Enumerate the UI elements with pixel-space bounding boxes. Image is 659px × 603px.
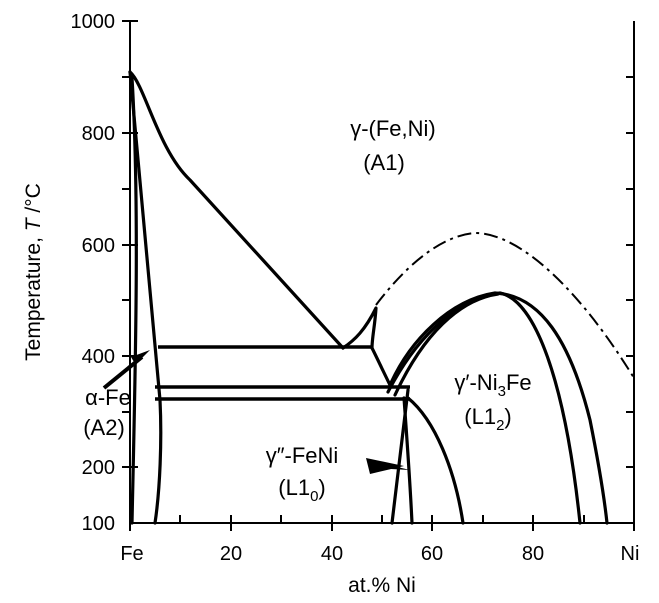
- y-axis-label: Temperature, T /°C: [22, 183, 45, 361]
- l12-label-prefix: γ′-Ni: [454, 370, 497, 395]
- gamma-label: γ-(Fe,Ni): [350, 116, 436, 141]
- y-tick-label: 600: [82, 235, 115, 257]
- gamma-structure-label: (A1): [363, 150, 405, 175]
- y-axis-label-suffix: /°C: [22, 183, 45, 218]
- l10-left-leg: [402, 396, 414, 525]
- l10-struct-sub: 0: [310, 488, 318, 505]
- l12-label-suffix: Fe: [506, 370, 532, 395]
- x-tick-label: 40: [321, 543, 343, 565]
- phase-boundaries: [128, 70, 609, 525]
- l10-arrow-head: [366, 458, 404, 474]
- x-tick-label: 20: [220, 543, 242, 565]
- y-tick-label: 400: [82, 346, 115, 368]
- alpha-gamma-boundary-inner: [130, 76, 138, 525]
- l12-dome-middle: [393, 292, 500, 397]
- alpha-arrow-shaft: [102, 355, 144, 390]
- gamma-l12-left-boundary: [370, 346, 392, 387]
- y-tick-label: 800: [82, 123, 115, 145]
- l12-left-leg: [390, 388, 410, 525]
- x-tick-label: Ni: [621, 543, 640, 565]
- l12-dome-inner: [386, 291, 582, 525]
- x-tick-label: 80: [522, 543, 544, 565]
- gamma-kink-boundary: [341, 306, 378, 350]
- l12-struct-prefix: (L1: [464, 404, 496, 429]
- magnetic-transition-curve: [375, 231, 635, 379]
- y-tick-labels: 1000 800 600 400 200 100: [71, 11, 116, 535]
- x-ticks: [129, 515, 635, 531]
- l10-struct-suffix: ): [318, 475, 325, 500]
- alpha-solvus-left: [128, 70, 163, 525]
- l12-dome-outer: [388, 291, 609, 525]
- arrows: [102, 350, 410, 474]
- alpha-label: α-Fe: [85, 385, 131, 410]
- y-tick-label: 100: [82, 513, 115, 535]
- y-tick-label: 200: [82, 457, 115, 479]
- l12-label: γ′-Ni3Fe: [454, 370, 531, 400]
- l12-struct-suffix: ): [504, 404, 511, 429]
- x-tick-label: Fe: [120, 543, 143, 565]
- l10-right-leg: [406, 396, 465, 525]
- gamma-solvus-curve: [128, 70, 345, 350]
- l12-struct-sub: 2: [496, 417, 504, 434]
- axes: [129, 21, 635, 524]
- l12-label-sub: 3: [498, 383, 506, 400]
- right-ticks: [626, 76, 634, 468]
- l10-label: γ″-FeNi: [266, 443, 339, 468]
- y-tick-label: 1000: [71, 11, 116, 33]
- x-axis-label: at.% Ni: [348, 574, 416, 597]
- x-tick-label: 60: [421, 543, 443, 565]
- region-labels: γ-(Fe,Ni) (A1) α-Fe (A2) γ′-Ni3Fe (L12) …: [83, 116, 531, 505]
- x-tick-labels: Fe 20 40 60 80 Ni: [120, 543, 639, 565]
- alpha-structure-label: (A2): [83, 415, 125, 440]
- l10-structure-label: (L10): [278, 475, 325, 505]
- y-axis-label-symbol: T: [22, 216, 45, 231]
- eutectoid-lines: [155, 345, 410, 401]
- l12-structure-label: (L12): [464, 404, 511, 434]
- y-axis-label-prefix: Temperature,: [22, 231, 45, 361]
- l10-struct-prefix: (L1: [278, 475, 310, 500]
